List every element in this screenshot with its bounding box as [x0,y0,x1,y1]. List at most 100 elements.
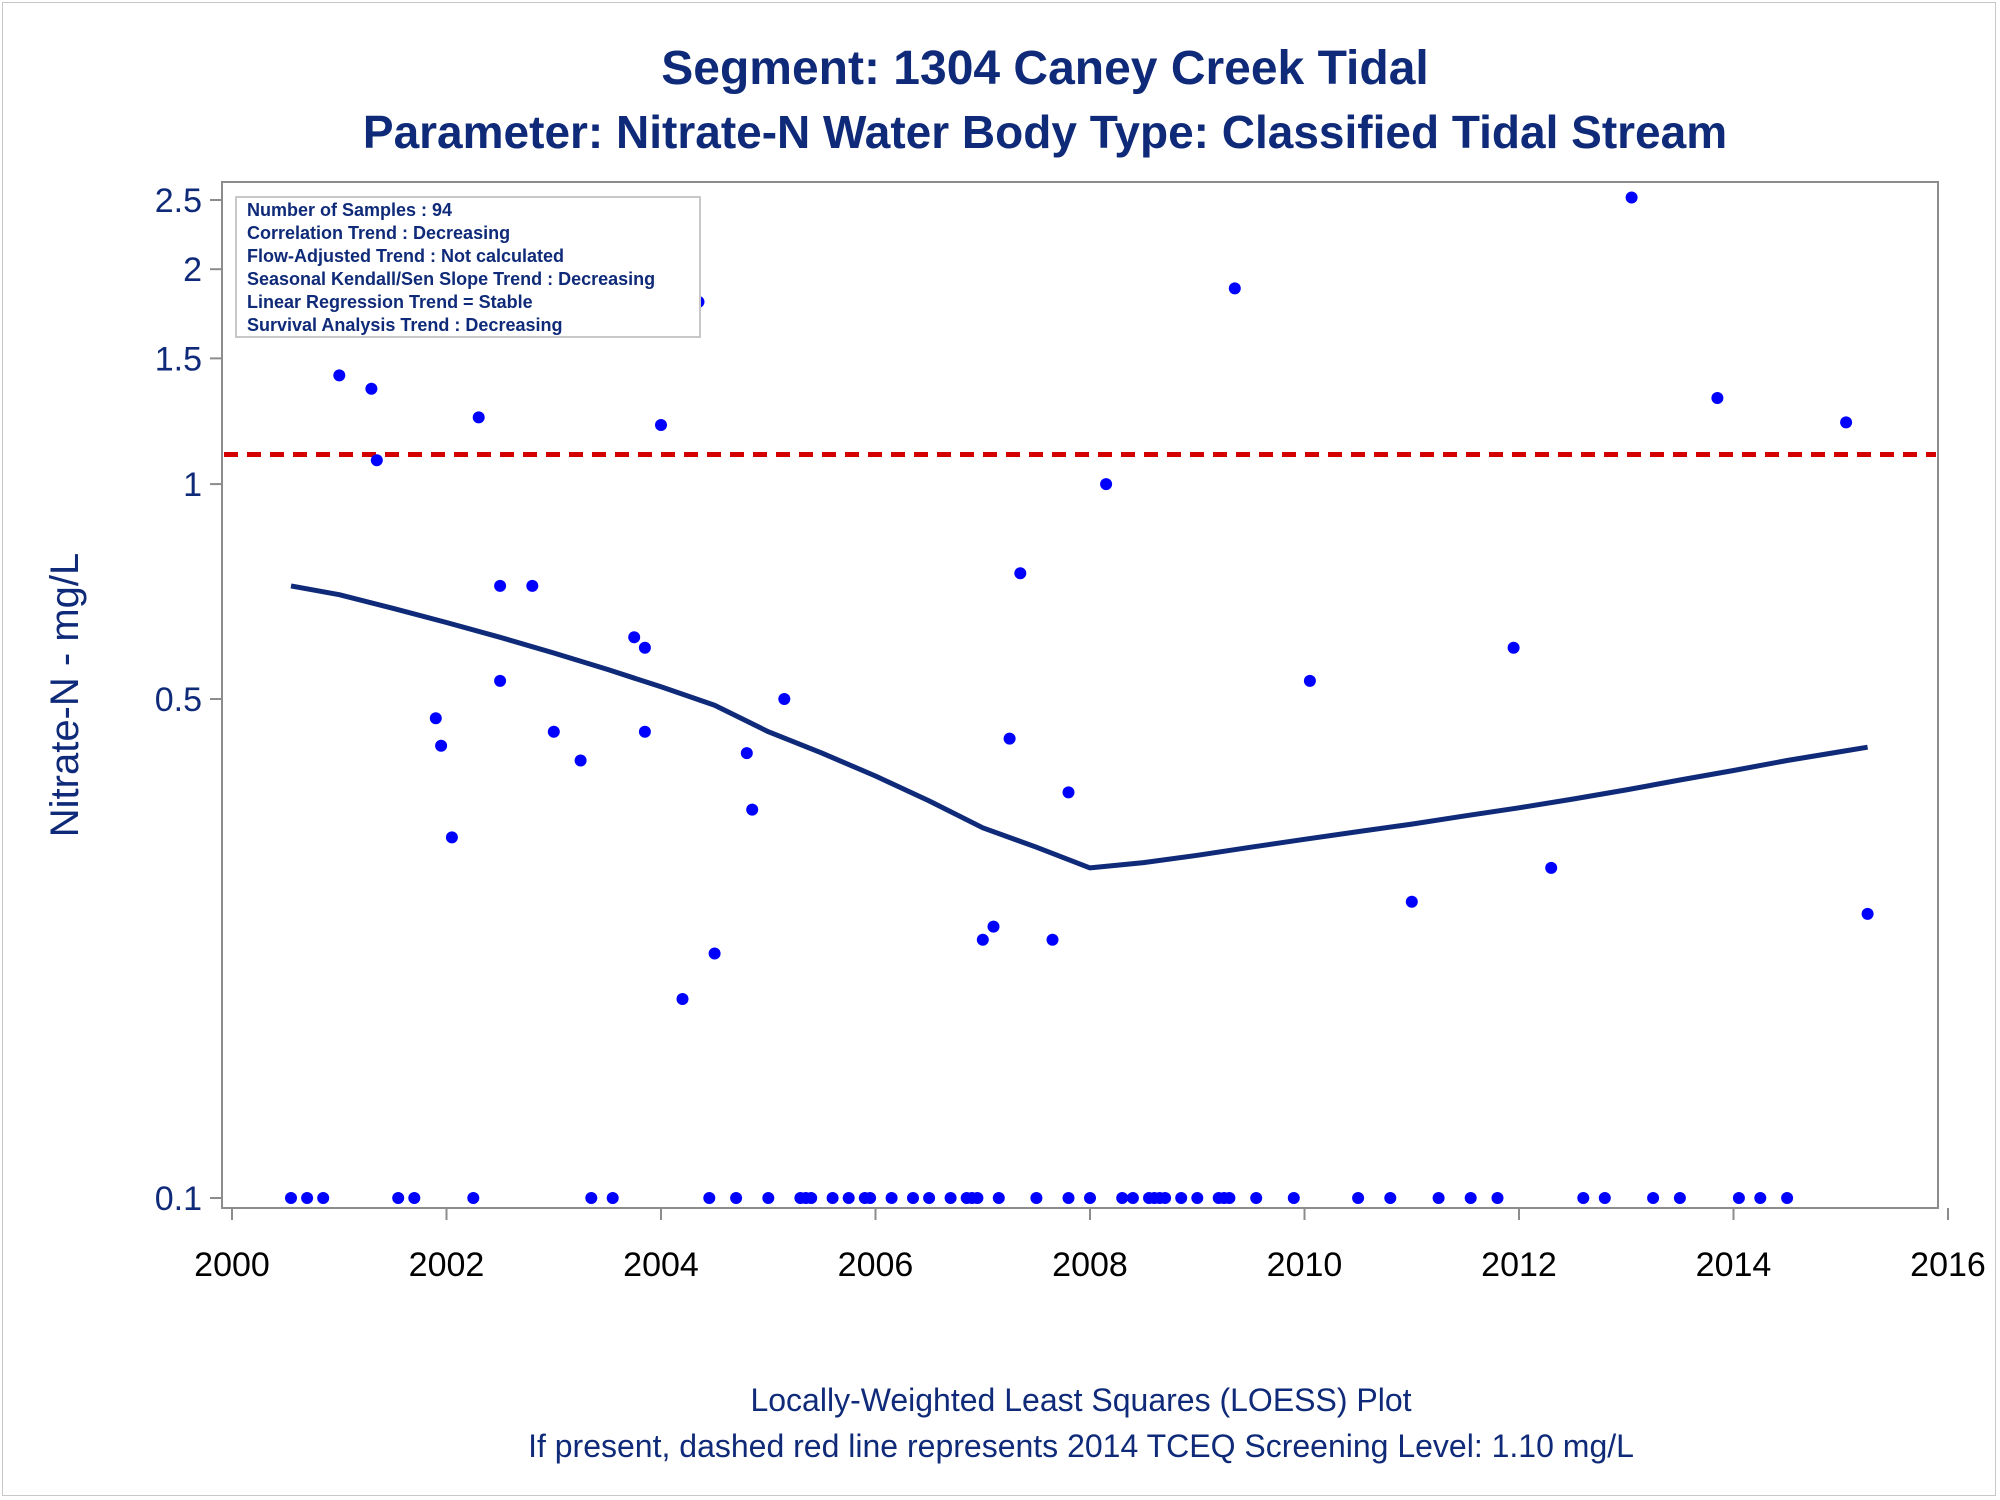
sample-point [1159,1192,1172,1204]
sample-point [708,947,721,960]
sample-point [370,454,383,467]
y-tick-label: 1.5 [155,340,202,378]
info-line: Number of Samples : 94 [247,200,452,220]
sample-point [301,1192,314,1204]
y-tick-label: 0.1 [155,1180,202,1218]
y-tick-label: 0.5 [155,681,202,719]
sample-point [864,1192,877,1204]
sample-point [992,1192,1005,1204]
sample-point [547,725,560,738]
info-box-frame [235,196,701,338]
sample-point [1046,933,1059,946]
sample-point [1625,191,1638,204]
y-tick-label: 1 [183,466,202,504]
info-line: Seasonal Kendall/Sen Slope Trend : Decre… [247,269,655,289]
sample-point [805,1192,818,1204]
info-line: Linear Regression Trend = Stable [247,292,533,312]
chart-title: Segment: 1304 Caney Creek Tidal [661,42,1428,95]
sample-point [494,674,507,687]
sample-point [778,693,791,705]
sample-point [317,1192,330,1204]
sample-point [762,1192,775,1204]
x-axis: 2000 2002 2004 2006 2008 2010 2012 2014 2016 [194,1208,1986,1284]
trend-info-box: Number of Samples : 94 Correlation Trend… [235,196,701,338]
sample-point [1030,1192,1043,1204]
sample-point [655,419,667,431]
sample-point [1175,1192,1188,1204]
sample-point [429,712,442,725]
sample-point [408,1192,421,1204]
x-tick-label: 2002 [409,1246,485,1284]
sample-point [1303,674,1316,687]
sample-point [285,1192,297,1204]
x-tick-label: 2008 [1052,1246,1128,1284]
sample-point [1084,1192,1096,1204]
y-tick-label: 2 [183,251,202,289]
sample-point [1432,1192,1445,1204]
x-tick-label: 2000 [194,1246,270,1284]
sample-point [676,993,689,1005]
sample-point [1861,907,1874,920]
sample-point [1191,1192,1204,1204]
sample-point [923,1192,936,1204]
x-tick-label: 2012 [1481,1246,1557,1284]
sample-point [1647,1192,1660,1204]
info-line: Survival Analysis Trend : Decreasing [247,315,562,335]
sample-point [740,747,753,760]
plot-area [221,181,1939,1209]
sample-point [392,1192,405,1204]
sample-point [628,631,641,644]
sample-point [1250,1192,1263,1204]
sample-point [1464,1192,1477,1204]
sample-point [703,1192,716,1204]
sample-point [1491,1192,1504,1204]
sample-point [1003,732,1016,745]
y-tick-label: 2.5 [155,182,202,220]
sample-point [1352,1192,1365,1204]
sample-point [1754,1192,1767,1204]
y-axis-label: Nitrate-N - mg/L [43,553,87,838]
info-line: Flow-Adjusted Trend : Not calculated [247,246,564,266]
footnote-loess: Locally-Weighted Least Squares (LOESS) P… [750,1382,1411,1418]
sample-point [971,1192,984,1204]
sample-point [445,831,458,844]
sample-point [1711,392,1724,404]
sample-point [1673,1192,1686,1204]
sample-point [1126,1192,1139,1204]
sample-point [1840,416,1853,429]
sample-point [574,754,587,767]
sample-point [842,1192,855,1204]
sample-point [885,1192,898,1204]
sample-point [333,369,346,382]
sample-point [1014,567,1027,580]
sample-point [435,739,448,752]
sample-point [944,1192,957,1204]
sample-point [1116,1192,1129,1204]
sample-point [907,1192,919,1204]
footnote-screening: If present, dashed red line represents 2… [528,1428,1634,1464]
x-tick-label: 2016 [1910,1246,1986,1284]
sample-point [1781,1192,1794,1204]
x-tick-label: 2004 [623,1246,699,1284]
sample-point [1228,282,1241,295]
y-axis: 0.1 0.5 1 1.5 2 2.5 [155,182,222,1218]
sample-point [826,1192,839,1204]
info-line: Correlation Trend : Decreasing [247,223,510,243]
sample-point [1223,1192,1236,1204]
sample-point [365,382,378,395]
sample-point [1384,1192,1397,1204]
sample-point [730,1192,743,1204]
sample-point [467,1192,480,1204]
sample-point [1405,895,1418,908]
sample-point [1100,478,1113,491]
x-tick-label: 2014 [1696,1246,1772,1284]
sample-point [1577,1192,1590,1204]
sample-points [285,191,1874,1204]
sample-point [1598,1192,1611,1204]
sample-point [746,803,759,816]
sample-point [526,579,539,592]
sample-point [638,641,651,654]
sample-point [1732,1192,1745,1204]
